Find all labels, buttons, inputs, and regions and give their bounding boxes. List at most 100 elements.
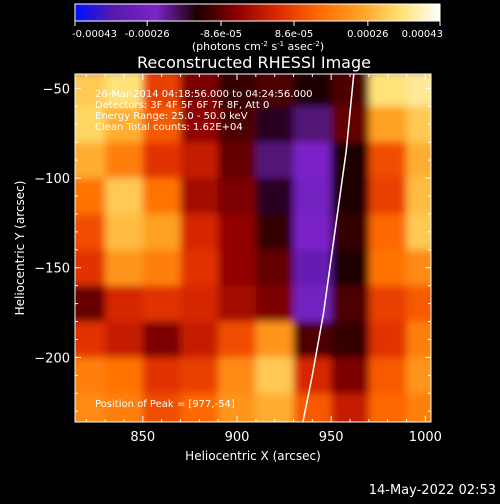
- heatmap-cell: [180, 74, 220, 108]
- heatmap-cell: [331, 249, 370, 287]
- heatmap-cell: [331, 393, 370, 422]
- annotation-time-range: 26-Mar-2014 04:18:56.000 to 04:24:56.000: [95, 89, 313, 100]
- heatmap-cell: [180, 357, 220, 395]
- heatmap-cell: [75, 285, 107, 323]
- heatmap-cell: [368, 249, 408, 287]
- heatmap-cell: [180, 178, 220, 215]
- heatmap-cell: [75, 321, 107, 359]
- heatmap-cell: [255, 74, 295, 108]
- heatmap-cell: [75, 393, 107, 422]
- heatmap-cell: [142, 178, 182, 215]
- heatmap-cell: [368, 74, 408, 108]
- heatmap-cell: [331, 285, 370, 323]
- peak-position-label: Position of Peak = [977,-54]: [95, 399, 235, 410]
- heatmap-cell: [105, 321, 144, 359]
- heatmap-cell: [218, 285, 257, 323]
- colorbar: -0.00043 -0.00026 -8.6e-05 8.6e-05 0.00026 0.…: [72, 3, 443, 53]
- heatmap-cell: [75, 178, 107, 215]
- annotation-block: 26-Mar-2014 04:18:56.000 to 04:24:56.000…: [95, 89, 313, 133]
- heatmap-cell: [105, 213, 144, 251]
- heatmap-cell: [331, 357, 370, 395]
- heatmap-cell: [255, 357, 295, 395]
- y-tick-label: −200: [34, 351, 70, 366]
- y-tick-label: −150: [34, 262, 70, 277]
- heatmap-cell: [105, 178, 144, 215]
- heatmap-area: [75, 74, 431, 422]
- heatmap-cell: [293, 106, 333, 144]
- heatmap-cell: [255, 393, 295, 422]
- annotation-detectors: Detectors: 3F 4F 5F 6F 7F 8F, Att 0: [95, 100, 269, 111]
- chart-title: Reconstructed RHESSI Image: [137, 53, 371, 72]
- heatmap-cell: [331, 213, 370, 251]
- heatmap-cell: [406, 357, 431, 395]
- heatmap-cell: [142, 321, 182, 359]
- heatmap-cell: [218, 213, 257, 251]
- solar-limb-curve: [302, 74, 355, 422]
- heatmap-cell: [142, 393, 182, 422]
- heatmap-cell: [255, 321, 295, 359]
- heatmap-cell: [406, 321, 431, 359]
- heatmap-cell: [255, 213, 295, 251]
- heatmap-cell: [218, 106, 257, 144]
- heatmap-cell: [218, 393, 257, 422]
- heatmap-cell: [180, 393, 220, 422]
- heatmap-cell: [293, 213, 333, 251]
- colorbar-tick-label: -0.00043: [72, 29, 117, 40]
- heatmap-cell: [142, 142, 182, 180]
- heatmap-cell: [293, 249, 333, 287]
- heatmap-cell: [293, 178, 333, 215]
- heatmap-cell: [218, 142, 257, 180]
- heatmap-cell: [75, 106, 107, 144]
- colorbar-tick-label: -8.6e-05: [200, 29, 242, 40]
- x-tick-label: 950: [319, 430, 344, 445]
- heatmap-cell: [293, 285, 333, 323]
- heatmap-cell: [368, 357, 408, 395]
- heatmap-cell: [331, 321, 370, 359]
- heatmap-cell: [75, 142, 107, 180]
- heatmap-cell: [255, 106, 295, 144]
- heatmap-cell: [406, 213, 431, 251]
- heatmap-cell: [293, 393, 333, 422]
- heatmap-cell: [105, 393, 144, 422]
- x-tick-label: 900: [225, 430, 250, 445]
- heatmap-cell: [218, 178, 257, 215]
- heatmap-cell: [406, 74, 431, 108]
- heatmap-cell: [142, 249, 182, 287]
- heatmap-cell: [142, 357, 182, 395]
- heatmap-cells: [75, 74, 431, 422]
- heatmap-cell: [180, 321, 220, 359]
- y-tick-label: −50: [43, 82, 70, 97]
- x-axis-ticks: 850 900 950 1000: [85, 74, 442, 445]
- heatmap-cell: [293, 74, 333, 108]
- heatmap-cell: [331, 178, 370, 215]
- heatmap-cell: [180, 285, 220, 323]
- x-tick-label: 850: [130, 430, 155, 445]
- y-axis-label: Heliocentric Y (arcsec): [13, 181, 27, 316]
- heatmap-cell: [368, 321, 408, 359]
- heatmap-cell: [406, 106, 431, 144]
- heatmap-cell: [255, 178, 295, 215]
- heatmap-cell: [218, 74, 257, 108]
- heatmap-cell: [75, 357, 107, 395]
- heatmap-cell: [406, 178, 431, 215]
- heatmap-cell: [75, 249, 107, 287]
- heatmap-cell: [105, 357, 144, 395]
- footer-timestamp: 14-May-2022 02:53: [369, 483, 496, 498]
- colorbar-gradient: [74, 3, 441, 22]
- heatmap-cell: [293, 142, 333, 180]
- heatmap-cell: [105, 106, 144, 144]
- y-tick-label: −100: [34, 172, 70, 187]
- heatmap-cell: [142, 106, 182, 144]
- heatmap-cell: [368, 178, 408, 215]
- heatmap-cell: [180, 142, 220, 180]
- heatmap-cell: [142, 213, 182, 251]
- heatmap-cell: [105, 142, 144, 180]
- heatmap-cell: [105, 249, 144, 287]
- annotation-energy-range: Energy Range: 25.0 - 50.0 keV: [95, 111, 248, 122]
- heatmap-cell: [368, 393, 408, 422]
- heatmap-cell: [331, 142, 370, 180]
- heatmap-cell: [293, 321, 333, 359]
- x-tick-label: 1000: [409, 430, 442, 445]
- heatmap-cell: [180, 213, 220, 251]
- colorbar-ticks: -0.00043 -0.00026 -8.6e-05 8.6e-05 0.00026 0.…: [72, 21, 443, 40]
